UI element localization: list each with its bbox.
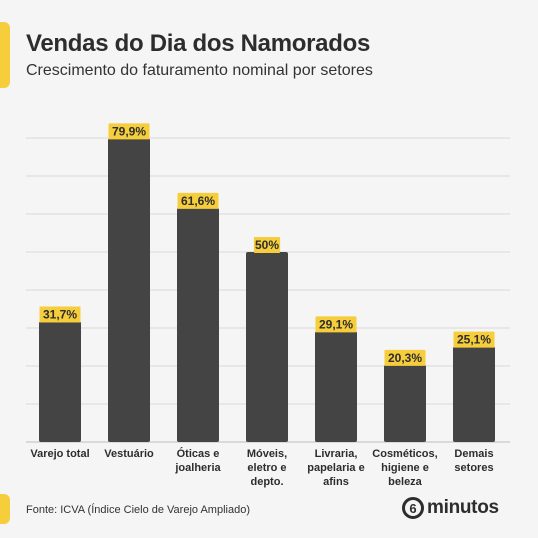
data-label-badge xyxy=(315,316,357,333)
chart-subtitle: Crescimento do faturamento nominal por s… xyxy=(26,62,373,79)
category-label-line: Varejo total xyxy=(30,448,89,460)
data-label-badge xyxy=(39,306,81,323)
data-label: 61,6% xyxy=(181,194,215,208)
title-accent-bar xyxy=(0,22,10,88)
data-label-badge xyxy=(453,331,495,348)
category-label: Vestuário xyxy=(104,448,154,460)
bar xyxy=(108,138,150,442)
category-label: Livraria, papelaria e afins xyxy=(307,448,364,488)
bar xyxy=(384,364,426,442)
bar xyxy=(315,331,357,442)
data-label-badge xyxy=(253,237,281,253)
logo-text: minutos xyxy=(427,497,499,518)
data-label: 20,3% xyxy=(388,351,422,365)
category-label-line: Vestuário xyxy=(104,448,154,460)
chart-title: Vendas do Dia dos Namorados xyxy=(26,30,370,57)
category-label: Cosméticos, higiene e beleza xyxy=(372,448,437,488)
category-label-line: papelaria e xyxy=(307,462,364,474)
category-label-line: beleza xyxy=(388,476,423,488)
data-label: 50% xyxy=(255,238,279,252)
data-label-badge xyxy=(384,349,426,366)
category-label-line: setores xyxy=(454,462,493,474)
data-label: 25,1% xyxy=(457,333,491,347)
category-label-line: Livraria, xyxy=(315,448,358,460)
data-label: 29,1% xyxy=(319,317,353,331)
category-label-line: afins xyxy=(323,476,349,488)
data-label: 31,7% xyxy=(43,308,77,322)
bar xyxy=(177,207,219,442)
category-label-line: Óticas e xyxy=(177,447,220,460)
category-label-line: Demais xyxy=(454,448,493,460)
category-label: Óticas e joalheria xyxy=(174,447,221,474)
brand-logo: 6 minutos xyxy=(402,494,499,522)
bar xyxy=(246,252,288,442)
category-label: Demais setores xyxy=(454,448,493,474)
footer-accent-bar xyxy=(0,494,10,524)
logo-6-icon: 6 xyxy=(402,497,424,519)
category-label-line: depto. xyxy=(251,476,284,488)
data-label-badge xyxy=(177,192,219,209)
category-label-line: Cosméticos, xyxy=(372,448,437,460)
category-label-line: higiene e xyxy=(381,462,429,474)
source-note: Fonte: ICVA (Índice Cielo de Varejo Ampl… xyxy=(26,504,250,516)
category-label-line: eletro e xyxy=(247,462,286,474)
bar xyxy=(39,321,81,442)
category-label-line: Móveis, xyxy=(247,448,287,460)
category-label: Móveis, eletro e depto. xyxy=(247,448,287,488)
category-label-line: joalheria xyxy=(174,462,221,474)
category-label: Varejo total xyxy=(30,448,89,460)
data-label: 79,9% xyxy=(112,124,146,138)
bar xyxy=(453,346,495,442)
data-label-badge xyxy=(108,123,150,140)
